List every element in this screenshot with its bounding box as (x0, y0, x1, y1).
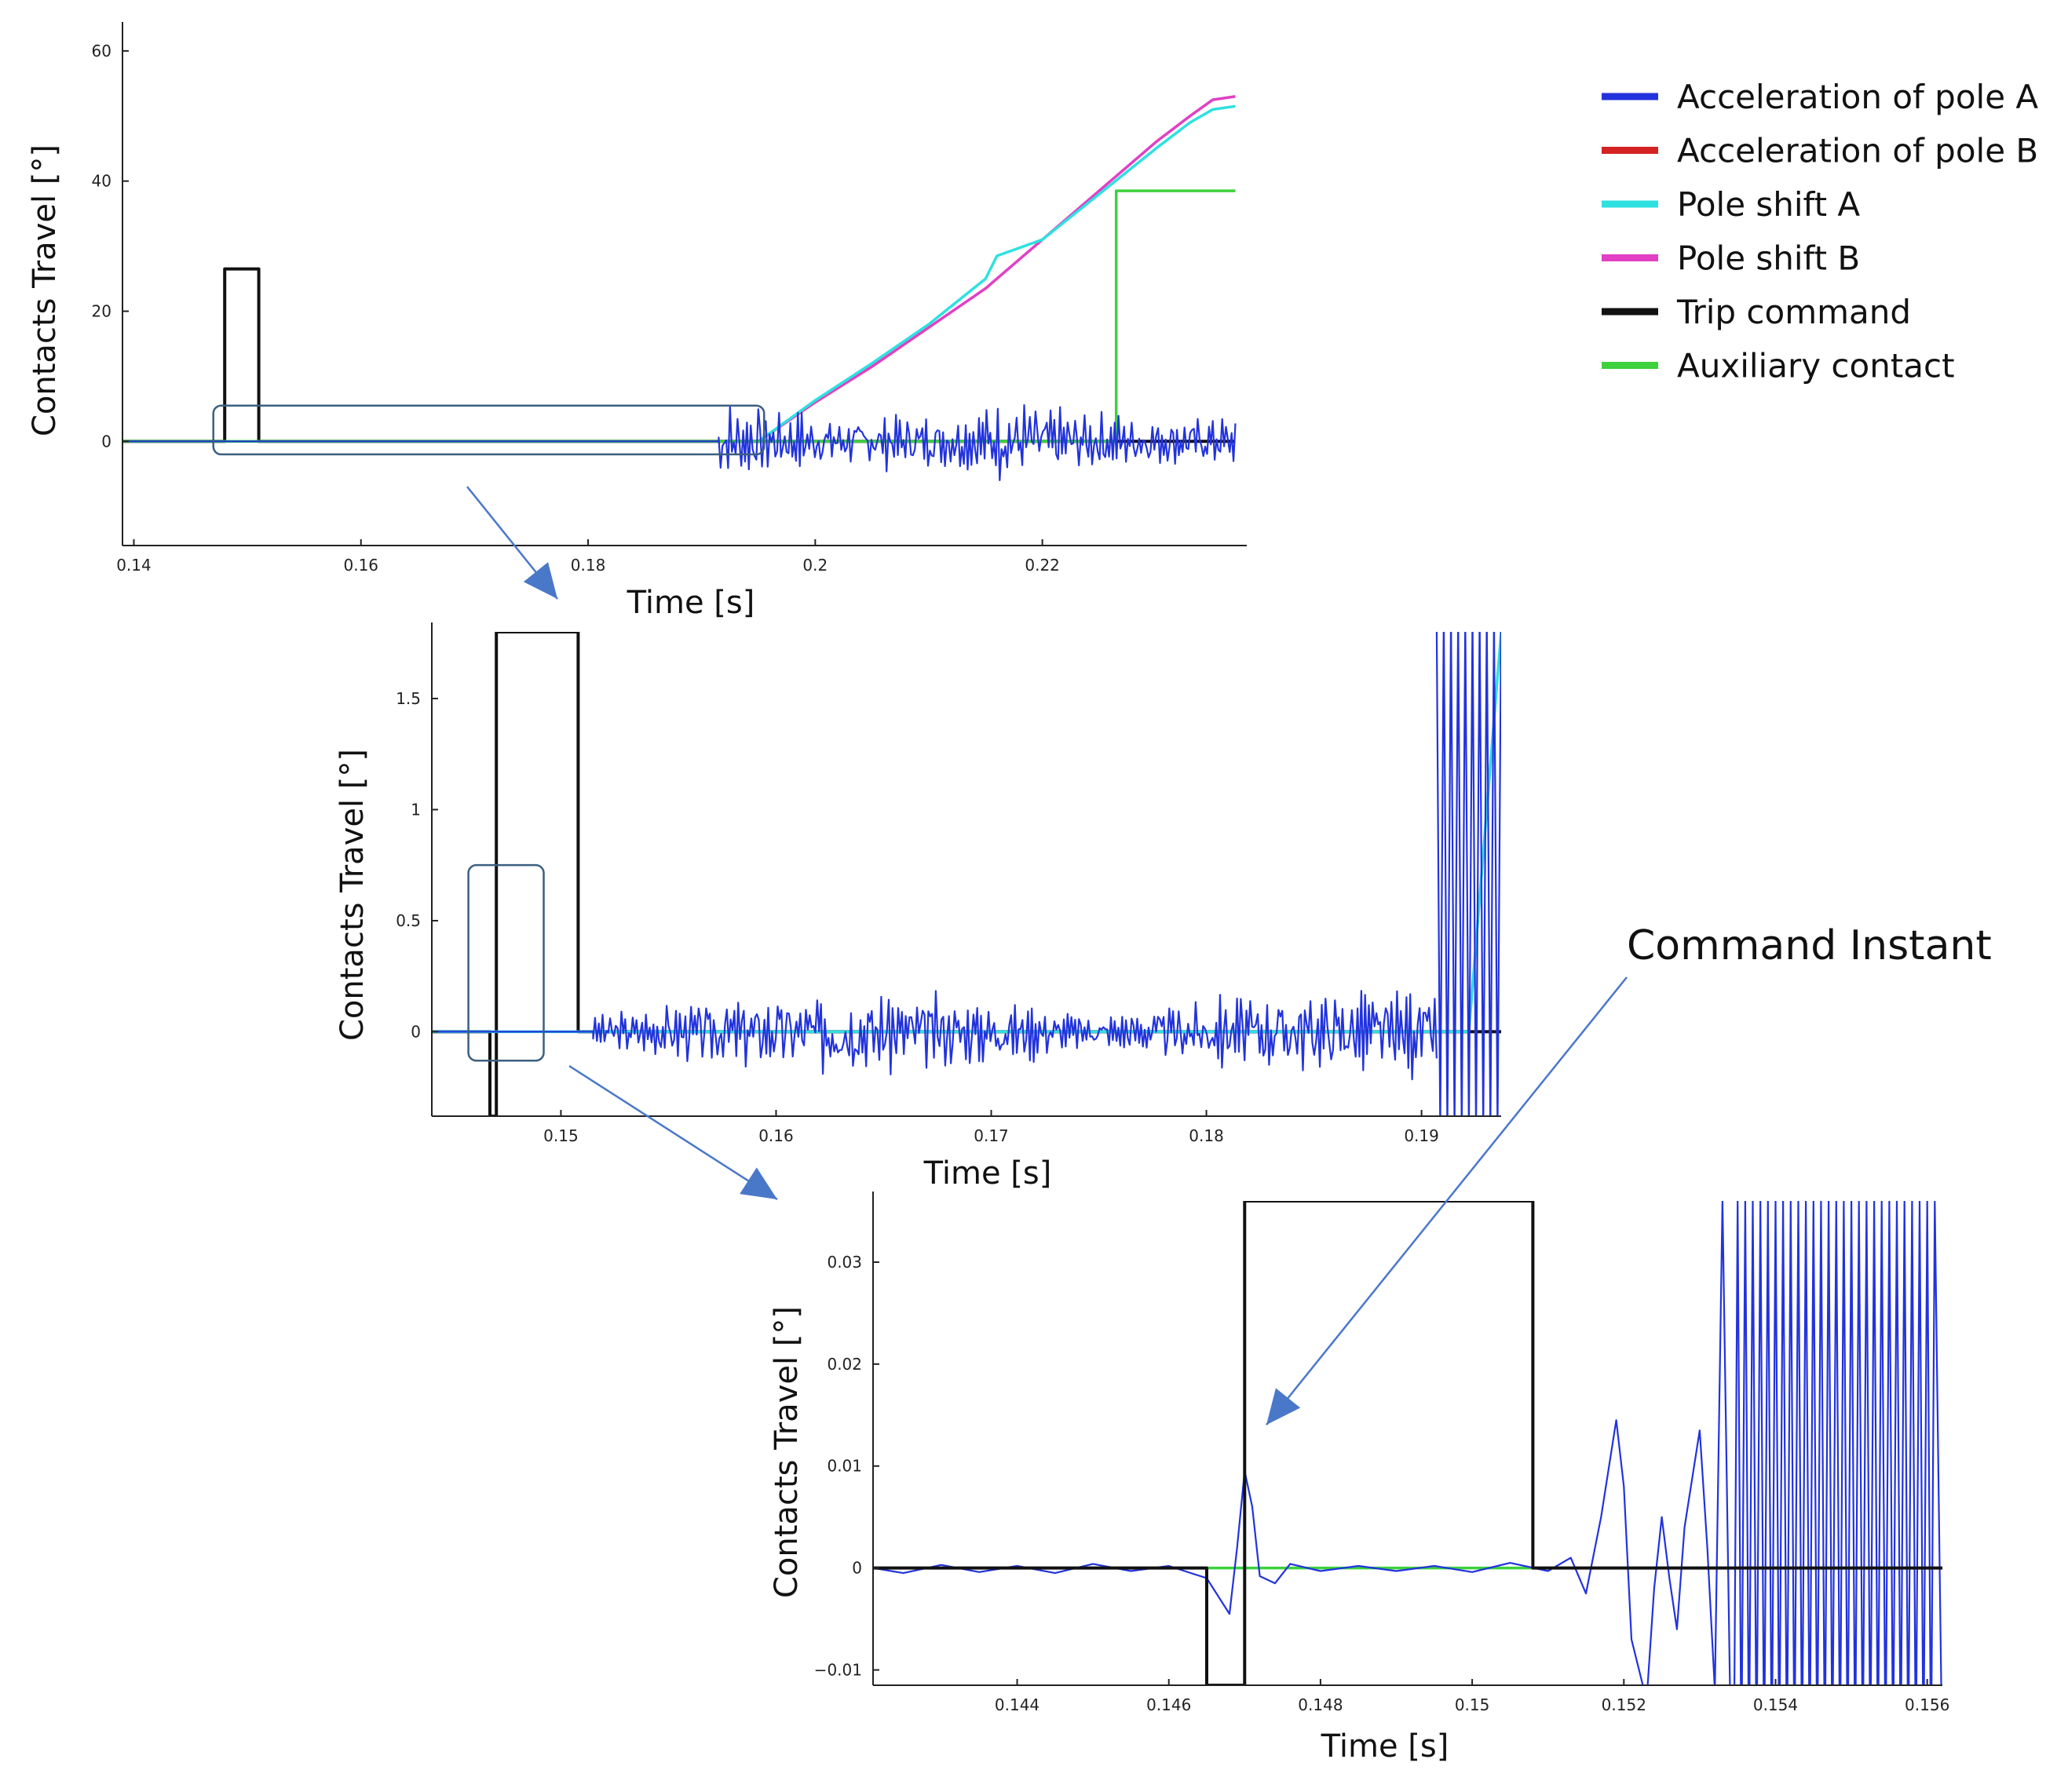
zoom1-x-tick-label: 0.16 (758, 1126, 794, 1145)
zoom1-y-tick-label: 0 (411, 1022, 421, 1041)
zoom2-plot-area (873, 1201, 1942, 1685)
zoom-arrow-1-head (523, 562, 557, 599)
zoom2-x-tick-label: 0.144 (995, 1695, 1039, 1714)
legend-label: Trip command (1676, 293, 1911, 331)
zoom2-x-tick-label: 0.146 (1146, 1695, 1191, 1714)
zoom2-y-tick-label: −0.01 (814, 1661, 862, 1680)
zoom2-y-tick-label: 0.01 (827, 1457, 862, 1476)
zoom1-x-tick-label: 0.19 (1404, 1126, 1439, 1145)
overview-series-trip-command (122, 267, 1236, 443)
zoom2-y-tick-label: 0.02 (827, 1355, 862, 1374)
annotation-arrow-head (1266, 1388, 1301, 1425)
zoom1-series-pole-shift-a (432, 632, 1501, 1034)
legend-label: Pole shift B (1677, 239, 1860, 278)
zoom1-zoom-box (467, 863, 545, 1062)
zoom-arrow-2-head (740, 1167, 777, 1199)
overview-series-pole-shift-a (122, 104, 1236, 443)
annotation-label: Command Instant (1627, 922, 1992, 969)
overview-y-tick-label: 20 (92, 302, 111, 321)
zoom2-x-tick-label: 0.148 (1298, 1695, 1343, 1714)
overview-series-pole-shift-b (122, 95, 1236, 443)
overview-y-tick-label: 40 (92, 172, 111, 191)
annotation-arrow (1266, 976, 1628, 1426)
zoom1-x-tick-label: 0.17 (974, 1126, 1009, 1145)
zoom1-y-tick-label: 1 (411, 800, 421, 819)
overview-x-tick-label: 0.22 (1025, 556, 1060, 575)
overview-x-tick-label: 0.2 (802, 556, 828, 575)
zoom1-y-axis-label: Contacts Travel [°] (334, 749, 371, 1041)
legend-label: Acceleration of pole A (1677, 78, 2038, 116)
overview-series-auxiliary-contact (122, 189, 1236, 443)
zoom2-series-acceleration-of-pole-a (873, 1201, 1942, 1685)
chart-zoom1: 0.15 0.16 0.17 0.18 0.19 0 0.5 1 1.5 Time [s] Co… (334, 622, 1501, 1192)
zoom2-series-trip-command (873, 1201, 1942, 1685)
zoom1-x-tick-label: 0.18 (1189, 1126, 1224, 1145)
zoom2-x-tick-label: 0.156 (1905, 1695, 1949, 1714)
overview-x-tick-label: 0.18 (571, 556, 606, 575)
legend-label: Auxiliary contact (1677, 347, 1955, 385)
overview-plot-area (122, 95, 1237, 481)
legend-label: Pole shift A (1677, 185, 1860, 224)
zoom2-x-tick-label: 0.154 (1753, 1695, 1798, 1714)
overview-zoom-box (212, 404, 765, 456)
legend: Acceleration of pole A Acceleration of po… (1602, 78, 2038, 385)
overview-y-axis-label: Contacts Travel [°] (27, 144, 63, 436)
zoom-arrow-1 (466, 486, 558, 600)
annotation-arrow-shaft (1266, 976, 1628, 1426)
overview-x-tick-label: 0.14 (116, 556, 152, 575)
zoom1-x-tick-label: 0.15 (543, 1126, 579, 1145)
zoom2-x-tick-label: 0.152 (1602, 1695, 1646, 1714)
zoom2-axes: 0.144 0.146 0.148 0.15 0.152 0.154 0.156 −0.01 0… (814, 1192, 1949, 1714)
overview-x-tick-label: 0.16 (343, 556, 378, 575)
zoom1-plot-area (432, 632, 1501, 1116)
zoom-arrow-2-shaft (568, 1064, 778, 1201)
annotation-command-instant: Command Instant (1266, 922, 1992, 1426)
zoom1-y-tick-label: 0.5 (396, 911, 421, 930)
zoom-arrows (466, 486, 778, 1201)
chart-zoom2: 0.144 0.146 0.148 0.15 0.152 0.154 0.156 −0.01 0… (769, 1192, 1949, 1765)
zoom2-y-tick-label: 0 (852, 1559, 862, 1578)
zoom1-series-acceleration-of-pole-a (432, 990, 1438, 1081)
zoom2-x-axis-label: Time [s] (1321, 1728, 1449, 1765)
overview-series-acceleration-of-pole-a (122, 404, 1237, 481)
zoom1-axes: 0.15 0.16 0.17 0.18 0.19 0 0.5 1 1.5 (396, 622, 1501, 1145)
zoom-arrow-2 (568, 1064, 778, 1201)
chart-overview: 0.14 0.16 0.18 0.2 0.22 0 20 40 60 Time [s] Cont… (27, 22, 1247, 621)
zoom2-x-tick-label: 0.15 (1455, 1695, 1490, 1714)
zoom2-y-axis-label: Contacts Travel [°] (769, 1306, 805, 1598)
overview-x-axis-label: Time [s] (627, 585, 755, 621)
zoom2-y-tick-label: 0.03 (827, 1253, 862, 1272)
zoom1-y-tick-label: 1.5 (396, 689, 421, 708)
zoom1-x-axis-label: Time [s] (923, 1155, 1052, 1192)
overview-y-tick-label: 60 (92, 42, 111, 60)
zoom1-series-acceleration-of-pole-a-burst- (1435, 632, 1501, 1116)
zoom1-series-trip-command (432, 632, 1501, 1116)
overview-axes: 0.14 0.16 0.18 0.2 0.22 0 20 40 60 (92, 22, 1247, 575)
legend-label: Acceleration of pole B (1677, 132, 2038, 170)
overview-y-tick-label: 0 (101, 432, 111, 451)
